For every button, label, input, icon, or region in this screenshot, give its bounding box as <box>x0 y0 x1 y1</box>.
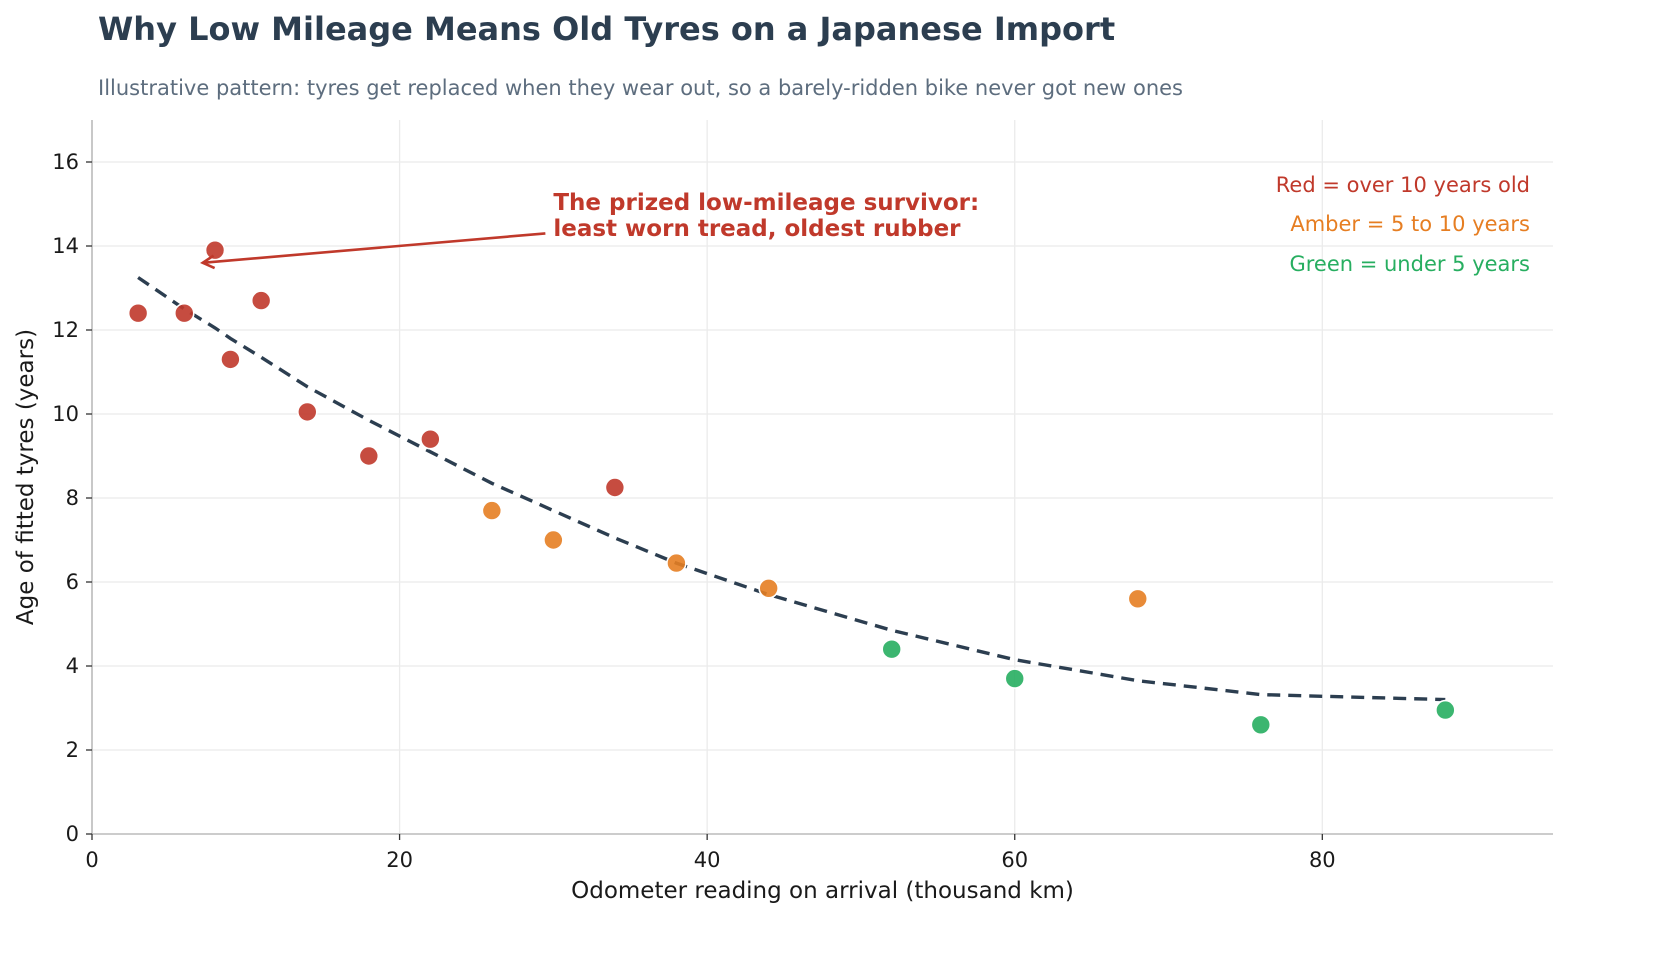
chart-title: Why Low Mileage Means Old Tyres on a Jap… <box>98 10 1116 48</box>
data-point-red <box>204 239 226 261</box>
data-point-red <box>358 445 380 467</box>
x-tick-label: 0 <box>85 848 98 872</box>
data-point-red <box>250 290 272 311</box>
y-tick-label: 12 <box>52 318 79 342</box>
data-point-red <box>604 477 626 498</box>
y-tick-label: 10 <box>52 402 79 426</box>
x-tick-label: 40 <box>694 848 721 872</box>
data-point-amber <box>543 529 564 551</box>
data-point-green <box>1435 699 1456 721</box>
annotation: The prized low-mileage survivor: least w… <box>200 190 987 270</box>
annotation-line-1: The prized low-mileage survivor: <box>553 190 979 216</box>
trend-line <box>137 276 1446 702</box>
data-point-red <box>127 302 149 324</box>
data-point-amber <box>1127 588 1149 610</box>
chart-subtitle: Illustrative pattern: tyres get replaced… <box>98 76 1183 100</box>
legend-entry-red: Red = over 10 years old <box>1276 173 1530 197</box>
y-tick-label: 8 <box>66 486 79 510</box>
annotation-text: The prized low-mileage survivor: least w… <box>553 190 987 242</box>
data-points <box>127 239 1456 736</box>
data-point-amber <box>758 577 779 599</box>
ticks: 0 20 40 60 80 0 2 4 6 8 10 12 14 16 <box>52 150 1335 872</box>
data-point-red <box>420 428 441 450</box>
data-point-red <box>220 349 241 370</box>
y-tick-label: 6 <box>66 570 79 594</box>
x-axis-label: Odometer reading on arrival (thousand km… <box>571 878 1074 904</box>
y-tick-label: 16 <box>52 150 79 174</box>
y-tick-label: 14 <box>52 234 79 258</box>
data-point-green <box>1250 714 1272 736</box>
y-tick-label: 4 <box>66 654 79 678</box>
data-point-red <box>173 302 195 324</box>
x-tick-label: 60 <box>1001 848 1028 872</box>
annotation-line-2: least worn tread, oldest rubber <box>553 216 961 242</box>
annotation-arrowhead <box>200 254 216 270</box>
x-tick-label: 20 <box>386 848 413 872</box>
gridlines <box>92 120 1553 834</box>
data-point-green <box>881 638 903 660</box>
annotation-arrow <box>202 232 546 265</box>
y-axis-label: Age of fitted tyres (years) <box>13 329 39 625</box>
y-tick-label: 0 <box>66 822 79 846</box>
y-tick-label: 2 <box>66 738 79 762</box>
data-point-amber <box>666 552 687 574</box>
x-tick-label: 80 <box>1309 848 1336 872</box>
legend: Red = over 10 years old Amber = 5 to 10 … <box>1276 173 1530 276</box>
data-point-red <box>297 401 318 423</box>
legend-entry-green: Green = under 5 years <box>1289 252 1530 276</box>
data-point-amber <box>481 500 503 521</box>
axes <box>91 120 1553 835</box>
legend-entry-amber: Amber = 5 to 10 years <box>1290 212 1530 236</box>
data-point-green <box>1004 668 1026 689</box>
